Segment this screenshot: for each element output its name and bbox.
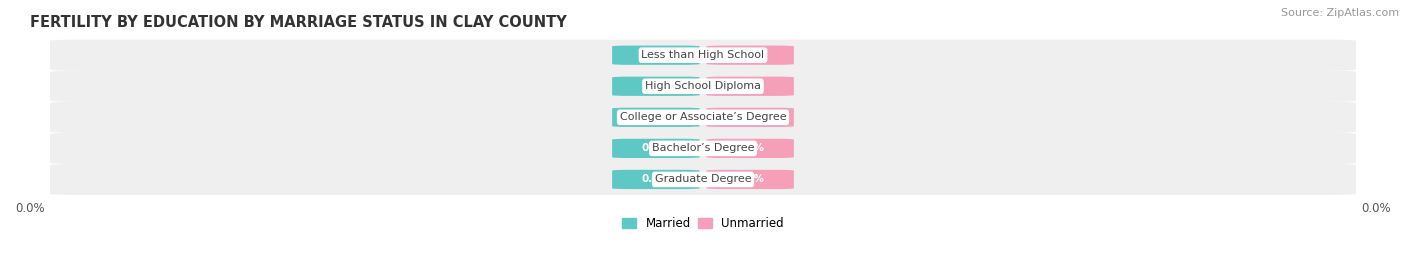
FancyBboxPatch shape bbox=[612, 77, 700, 96]
Text: Source: ZipAtlas.com: Source: ZipAtlas.com bbox=[1281, 8, 1399, 18]
Text: Bachelor’s Degree: Bachelor’s Degree bbox=[652, 143, 754, 153]
FancyBboxPatch shape bbox=[612, 170, 700, 189]
FancyBboxPatch shape bbox=[706, 170, 794, 189]
Text: 0.0%: 0.0% bbox=[735, 143, 765, 153]
Legend: Married, Unmarried: Married, Unmarried bbox=[617, 213, 789, 235]
Text: 0.0%: 0.0% bbox=[735, 112, 765, 122]
Text: High School Diploma: High School Diploma bbox=[645, 81, 761, 91]
Text: FERTILITY BY EDUCATION BY MARRIAGE STATUS IN CLAY COUNTY: FERTILITY BY EDUCATION BY MARRIAGE STATU… bbox=[30, 15, 567, 30]
Text: 0.0%: 0.0% bbox=[641, 174, 671, 185]
Text: College or Associate’s Degree: College or Associate’s Degree bbox=[620, 112, 786, 122]
FancyBboxPatch shape bbox=[706, 77, 794, 96]
Text: 0.0%: 0.0% bbox=[641, 50, 671, 60]
FancyBboxPatch shape bbox=[612, 139, 700, 158]
Text: 0.0%: 0.0% bbox=[641, 112, 671, 122]
Text: 0.0%: 0.0% bbox=[735, 50, 765, 60]
Text: 0.0%: 0.0% bbox=[735, 174, 765, 185]
FancyBboxPatch shape bbox=[706, 108, 794, 127]
Text: 0.0%: 0.0% bbox=[641, 81, 671, 91]
FancyBboxPatch shape bbox=[51, 40, 1355, 71]
FancyBboxPatch shape bbox=[706, 139, 794, 158]
Text: Graduate Degree: Graduate Degree bbox=[655, 174, 751, 185]
Text: Less than High School: Less than High School bbox=[641, 50, 765, 60]
FancyBboxPatch shape bbox=[612, 108, 700, 127]
FancyBboxPatch shape bbox=[51, 164, 1355, 195]
FancyBboxPatch shape bbox=[51, 133, 1355, 164]
Text: 0.0%: 0.0% bbox=[641, 143, 671, 153]
FancyBboxPatch shape bbox=[51, 71, 1355, 102]
FancyBboxPatch shape bbox=[706, 45, 794, 65]
FancyBboxPatch shape bbox=[51, 102, 1355, 133]
FancyBboxPatch shape bbox=[612, 45, 700, 65]
Text: 0.0%: 0.0% bbox=[735, 81, 765, 91]
